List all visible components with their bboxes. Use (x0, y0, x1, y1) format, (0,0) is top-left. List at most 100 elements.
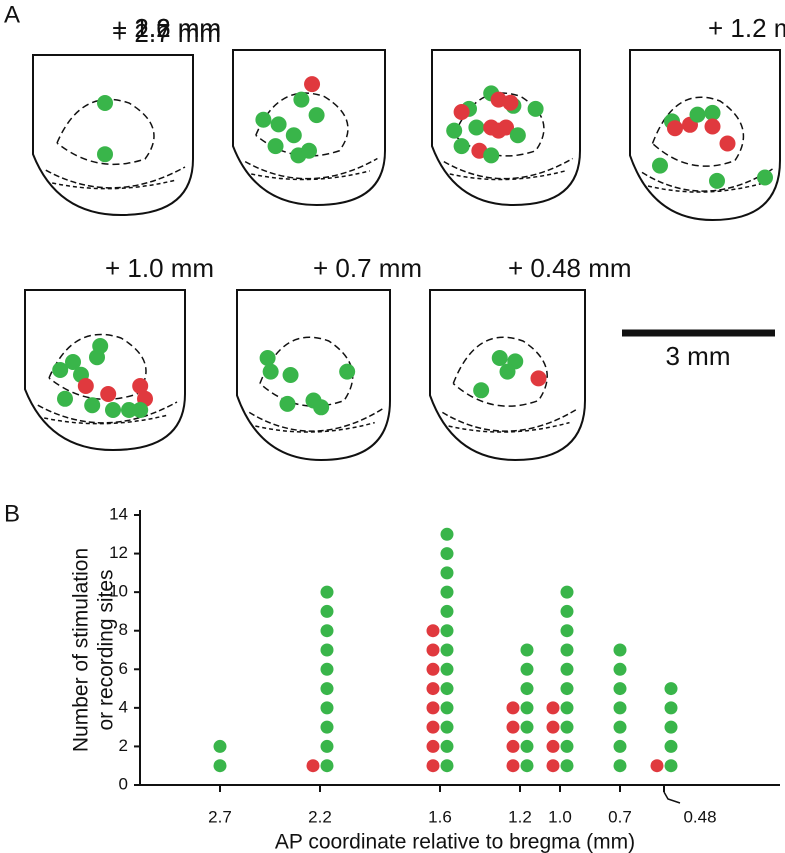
site-dot (546, 701, 560, 715)
section-contour (251, 170, 370, 181)
y-tick-label: 0 (119, 774, 128, 793)
site-dot (213, 739, 227, 753)
site-dot (440, 547, 454, 561)
site-dot (440, 682, 454, 696)
section-contour (244, 157, 378, 180)
section-contour (248, 408, 383, 432)
site-dot (560, 662, 574, 676)
site-dot (664, 720, 678, 734)
section-contour (442, 408, 578, 432)
site-dot (65, 354, 81, 370)
site-dot (97, 95, 113, 111)
dot-column (613, 643, 627, 773)
site-dot (320, 701, 334, 715)
site-dot (560, 624, 574, 638)
section-contour (651, 96, 745, 167)
site-dot (339, 363, 356, 380)
site-dot (613, 739, 627, 753)
site-dot (282, 367, 299, 383)
x-tick-label: 2.7 (208, 807, 232, 826)
dot-column (320, 585, 334, 773)
x-tick-label: 0.7 (608, 807, 632, 826)
section-contour (647, 181, 766, 193)
tick-leader (663, 791, 681, 804)
site-dot (279, 395, 296, 412)
site-dot (320, 739, 334, 753)
y-axis-label: or recording sites (95, 569, 118, 730)
site-dot (285, 127, 302, 144)
site-dot (293, 91, 310, 108)
site-dot (52, 362, 69, 378)
section-contour (453, 92, 545, 157)
section-contour (45, 166, 186, 189)
site-dot (320, 585, 334, 599)
site-dot (468, 119, 485, 136)
site-dot (664, 682, 678, 696)
site-dot (304, 76, 321, 93)
site-dot (560, 701, 574, 715)
x-tick-label: 1.2 (508, 807, 532, 826)
site-dot (453, 104, 470, 120)
section-contour (449, 170, 566, 181)
site-dot (709, 172, 725, 189)
site-dot (255, 111, 272, 128)
x-tick-label: 2.2 (308, 807, 332, 826)
site-dot (491, 350, 508, 366)
site-dot (473, 382, 490, 399)
site-dot (613, 643, 627, 657)
site-dot (520, 759, 534, 773)
site-dot (520, 701, 534, 715)
site-dot (426, 759, 440, 773)
section-outline (24, 289, 186, 452)
section-outline (236, 289, 391, 462)
dot-column (560, 585, 574, 773)
section-contour (641, 168, 773, 192)
site-dot (308, 107, 325, 124)
x-axis-label: AP coordinate relative to bregma (mm) (275, 831, 635, 853)
dot-column (664, 682, 678, 773)
section-label: + 1.0 mm (105, 253, 214, 283)
site-dot (520, 662, 534, 676)
site-dot (270, 116, 287, 133)
site-dot (132, 378, 149, 394)
site-dot (667, 120, 683, 137)
site-dot (560, 585, 574, 599)
site-dot (426, 624, 440, 638)
site-dot (306, 759, 320, 773)
x-tick-label: 1.0 (548, 807, 572, 826)
site-dot (689, 106, 706, 123)
site-dot (426, 643, 440, 657)
site-dot (446, 122, 463, 139)
site-dot (440, 566, 454, 580)
y-tick-label: 14 (109, 504, 128, 523)
site-dot (320, 643, 334, 657)
site-dot (506, 739, 520, 753)
site-dot (320, 662, 334, 676)
site-dot (259, 350, 276, 366)
section-label: + 0.7 mm (313, 253, 422, 283)
site-dot (652, 157, 668, 174)
y-tick-label: 2 (119, 736, 128, 755)
site-dot (213, 759, 227, 773)
site-dot (100, 386, 117, 402)
site-dot (320, 604, 334, 618)
site-dot (560, 739, 574, 753)
site-dot (664, 701, 678, 715)
y-tick-label: 12 (109, 543, 128, 562)
dot-column (440, 527, 454, 773)
site-dot (440, 759, 454, 773)
section-contour (448, 421, 570, 433)
section-contour (56, 98, 155, 166)
site-dot (664, 759, 678, 773)
site-dot (121, 402, 137, 418)
site-dot (440, 527, 454, 541)
dot-column (306, 759, 320, 773)
site-dot (560, 604, 574, 618)
site-dot (105, 402, 121, 418)
panel-label: B (4, 500, 20, 527)
site-dot (440, 720, 454, 734)
section-label: + 1.2 mm (708, 13, 785, 43)
section-label: + 0.48 mm (508, 253, 632, 283)
site-dot (301, 142, 317, 159)
site-dot (546, 759, 560, 773)
